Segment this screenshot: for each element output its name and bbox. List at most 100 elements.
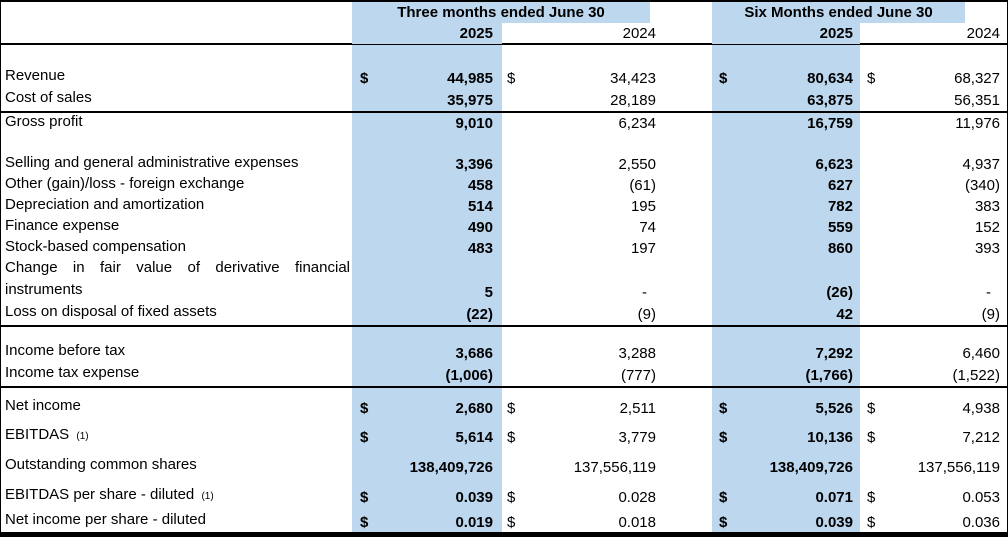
- gap-cell: [660, 364, 712, 386]
- table-row: Outstanding common shares 138,409,726 137,…: [0, 456, 1008, 478]
- spacer-row: [0, 419, 1008, 426]
- value: 860: [827, 240, 853, 257]
- value: 34,423: [610, 69, 656, 87]
- row-label: Other (gain)/loss - foreign exchange: [5, 175, 245, 192]
- value-cell: 3,288: [502, 342, 660, 364]
- value: 44,985: [447, 69, 493, 87]
- value-cell: 483: [352, 238, 502, 259]
- gap-cell: [660, 511, 712, 533]
- value: -: [642, 283, 647, 301]
- value: 0.019: [455, 513, 493, 531]
- value-cell: (1,006): [352, 364, 502, 386]
- value-cell: $2,680: [352, 397, 502, 419]
- row-label: Finance expense: [5, 217, 120, 234]
- value-cell: (22): [352, 303, 502, 325]
- value: 138,409,726: [409, 458, 493, 476]
- gap-cell: [660, 342, 712, 364]
- table-left-border: [0, 0, 1, 537]
- value: 3,779: [618, 428, 656, 446]
- table-row: Depreciation and amortization 514 195 782 38…: [0, 196, 1008, 217]
- value: 782: [827, 198, 853, 215]
- value: 63,875: [807, 91, 853, 109]
- value: 0.039: [815, 513, 853, 531]
- value: 2,511: [619, 399, 656, 417]
- value: (61): [629, 177, 656, 194]
- value-cell: $68,327: [860, 67, 1008, 89]
- table-row: instruments 5 - (26) -: [0, 281, 1008, 303]
- gap-cell: [660, 456, 712, 478]
- value-cell: (9): [502, 303, 660, 325]
- value-cell: 627: [712, 175, 860, 196]
- gap-cell: [660, 175, 712, 196]
- value-cell: 137,556,119: [502, 456, 660, 478]
- gap-cell: [660, 281, 712, 303]
- header-year-2024-ytd: 2024: [966, 25, 1000, 42]
- dollar-sign: $: [360, 488, 369, 506]
- value: 627: [827, 177, 853, 194]
- spacer-row: [0, 478, 1008, 486]
- value-cell: $0.053: [860, 486, 1008, 508]
- value-cell: 137,556,119: [860, 456, 1008, 478]
- row-label: Income before tax: [5, 342, 126, 359]
- value-cell: 514: [352, 196, 502, 217]
- value-cell: 42: [712, 303, 860, 325]
- value: 7,292: [815, 344, 853, 362]
- value-cell: 383: [860, 196, 1008, 217]
- gap-cell: [660, 303, 712, 325]
- value-cell: 7,292: [712, 342, 860, 364]
- value-cell: 3,686: [352, 342, 502, 364]
- table-row: EBITDAS per share - diluted (1) $0.039 $0.…: [0, 486, 1008, 508]
- value: 11,976: [955, 114, 1000, 132]
- table-row: Selling and general administrative expen…: [0, 154, 1008, 175]
- value: 138,409,726: [769, 458, 853, 476]
- value-cell: $2,511: [502, 397, 660, 419]
- value-cell: 138,409,726: [712, 456, 860, 478]
- row-label: Revenue: [5, 67, 66, 84]
- value: 3,288: [618, 344, 656, 362]
- value-cell: 393: [860, 238, 1008, 259]
- value: 4,937: [962, 156, 1000, 173]
- value-cell: 28,189: [502, 89, 660, 111]
- value: 383: [974, 198, 1000, 215]
- value-cell: (61): [502, 175, 660, 196]
- value-cell: (777): [502, 364, 660, 386]
- value-cell: $44,985: [352, 67, 502, 89]
- value-cell: 6,234: [502, 113, 660, 133]
- row-label: Outstanding common shares: [5, 456, 197, 473]
- value-cell: $5,614: [352, 426, 502, 448]
- value: 0.036: [962, 513, 1000, 531]
- dollar-sign: $: [719, 69, 728, 87]
- value: 6,234: [618, 114, 656, 132]
- value: -: [986, 283, 991, 301]
- value: 6,623: [815, 156, 853, 173]
- value: 5,614: [455, 428, 493, 446]
- value: 0.039: [455, 488, 493, 506]
- value: (9): [981, 305, 1000, 323]
- value-cell: 458: [352, 175, 502, 196]
- table-row: Change in fair value of derivative finan…: [0, 259, 1008, 281]
- value: 0.071: [815, 488, 853, 506]
- row-label: Selling and general administrative expen…: [5, 154, 299, 171]
- table-row: Cost of sales 35,975 28,189 63,875 56,351: [0, 89, 1008, 111]
- table-row: Net income per share - diluted $0.019 $0.0…: [0, 511, 1008, 533]
- row-label: Cost of sales: [5, 89, 92, 106]
- row-label: Gross profit: [5, 113, 83, 130]
- value-cell: 11,976: [860, 113, 1008, 133]
- value-cell: 5: [352, 281, 502, 303]
- value-cell: 4,937: [860, 154, 1008, 175]
- dollar-sign: $: [360, 513, 369, 531]
- value-cell: 56,351: [860, 89, 1008, 111]
- dollar-sign: $: [867, 399, 876, 417]
- header-group-three-months: Three months ended June 30: [352, 2, 650, 23]
- value-cell: $7,212: [860, 426, 1008, 448]
- value-cell: $0.039: [712, 511, 860, 533]
- value-cell: 74: [502, 217, 660, 238]
- gap-cell: [660, 486, 712, 508]
- dollar-sign: $: [867, 428, 876, 446]
- value-cell: 63,875: [712, 89, 860, 111]
- value-cell: -: [860, 281, 1008, 303]
- value-cell: 782: [712, 196, 860, 217]
- footnote-ref: (1): [76, 431, 89, 442]
- dollar-sign: $: [360, 428, 369, 446]
